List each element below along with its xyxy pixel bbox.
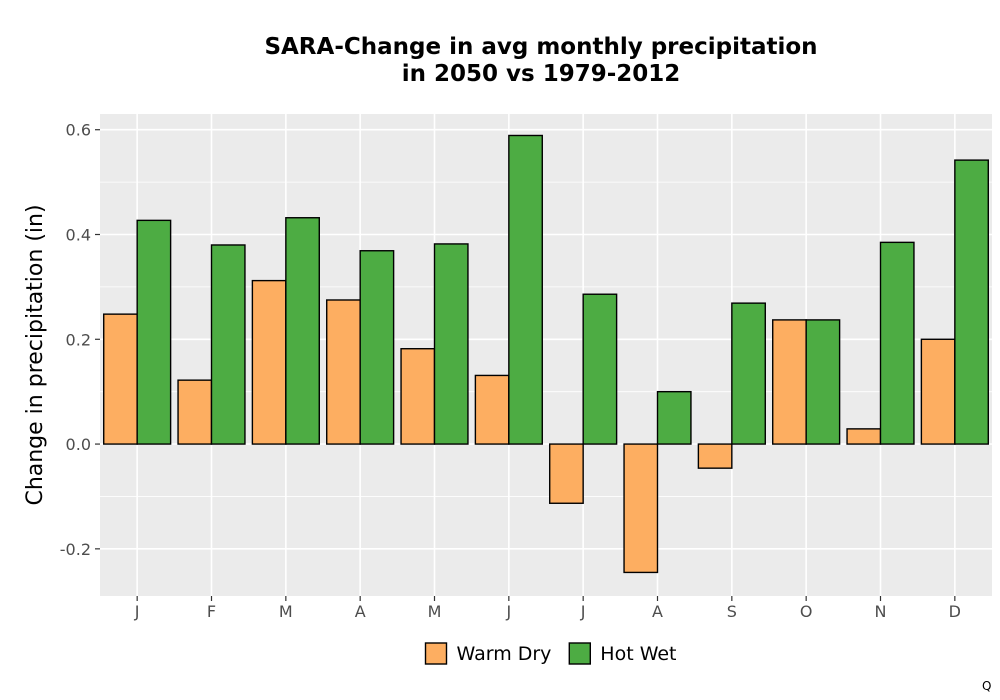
bar-warm-dry-5 — [400, 348, 436, 445]
bar-hot-wet-8 — [656, 390, 692, 445]
plot-panel — [100, 114, 992, 596]
y-tick-label: 0.4 — [66, 226, 91, 245]
bars — [103, 134, 989, 574]
bar-hot-wet-2 — [210, 244, 246, 445]
bar-hot-wet-7 — [582, 293, 618, 445]
bar-warm-dry-12 — [920, 338, 956, 445]
bar-hot-wet-4 — [359, 250, 395, 445]
bar-hot-wet-12 — [954, 159, 989, 445]
bar-warm-dry-4 — [326, 299, 361, 445]
legend-key-warm-dry — [424, 642, 448, 665]
x-tick-label: M — [279, 602, 293, 621]
x-tick-label: J — [505, 602, 511, 621]
chart-title-line1: SARA-Change in avg monthly precipitation — [264, 34, 817, 60]
bar-hot-wet-11 — [879, 241, 915, 445]
x-tick-label: N — [875, 602, 887, 621]
y-tick-label: -0.2 — [60, 540, 91, 559]
legend-label-hot-wet: Hot Wet — [600, 643, 676, 665]
bar-warm-dry-10 — [772, 319, 807, 445]
bar-hot-wet-5 — [433, 243, 469, 445]
chart-title-line2: in 2050 vs 1979-2012 — [402, 61, 681, 87]
legend-key-hot-wet — [568, 642, 591, 665]
bar-warm-dry-11 — [846, 428, 882, 445]
bar-hot-wet-9 — [731, 302, 766, 445]
x-tick-label: O — [800, 602, 813, 621]
y-axis: -0.2 0.0 0.2 0.4 0.6 — [60, 121, 100, 559]
corner-mark: Q — [982, 679, 991, 693]
legend-label-warm-dry: Warm Dry — [457, 643, 552, 665]
bar-warm-dry-2 — [177, 379, 213, 445]
x-tick-label: J — [134, 602, 140, 621]
y-axis-title: Change in precipitation (in) — [23, 204, 48, 505]
legend: Warm Dry Hot Wet — [424, 642, 677, 665]
bar-warm-dry-9 — [697, 443, 733, 469]
bar-hot-wet-3 — [285, 217, 320, 445]
grid-minor — [100, 181, 992, 497]
x-tick-label: F — [207, 602, 216, 621]
y-tick-label: 0.6 — [66, 121, 91, 140]
bar-hot-wet-10 — [805, 319, 841, 445]
bar-warm-dry-1 — [103, 313, 138, 445]
x-tick-label: M — [428, 602, 442, 621]
x-tick-label: A — [355, 602, 366, 621]
bar-warm-dry-8 — [623, 443, 659, 574]
bar-warm-dry-3 — [251, 279, 287, 445]
x-tick-label: J — [580, 602, 586, 621]
x-tick-label: A — [652, 602, 663, 621]
bar-hot-wet-1 — [136, 219, 172, 445]
y-tick-label: 0.2 — [66, 330, 91, 349]
bar-hot-wet-6 — [508, 134, 543, 445]
y-tick-label: 0.0 — [66, 435, 91, 454]
x-tick-label: S — [727, 602, 737, 621]
bar-warm-dry-6 — [474, 374, 510, 445]
x-tick-label: D — [949, 602, 961, 621]
bar-warm-dry-7 — [549, 443, 584, 504]
